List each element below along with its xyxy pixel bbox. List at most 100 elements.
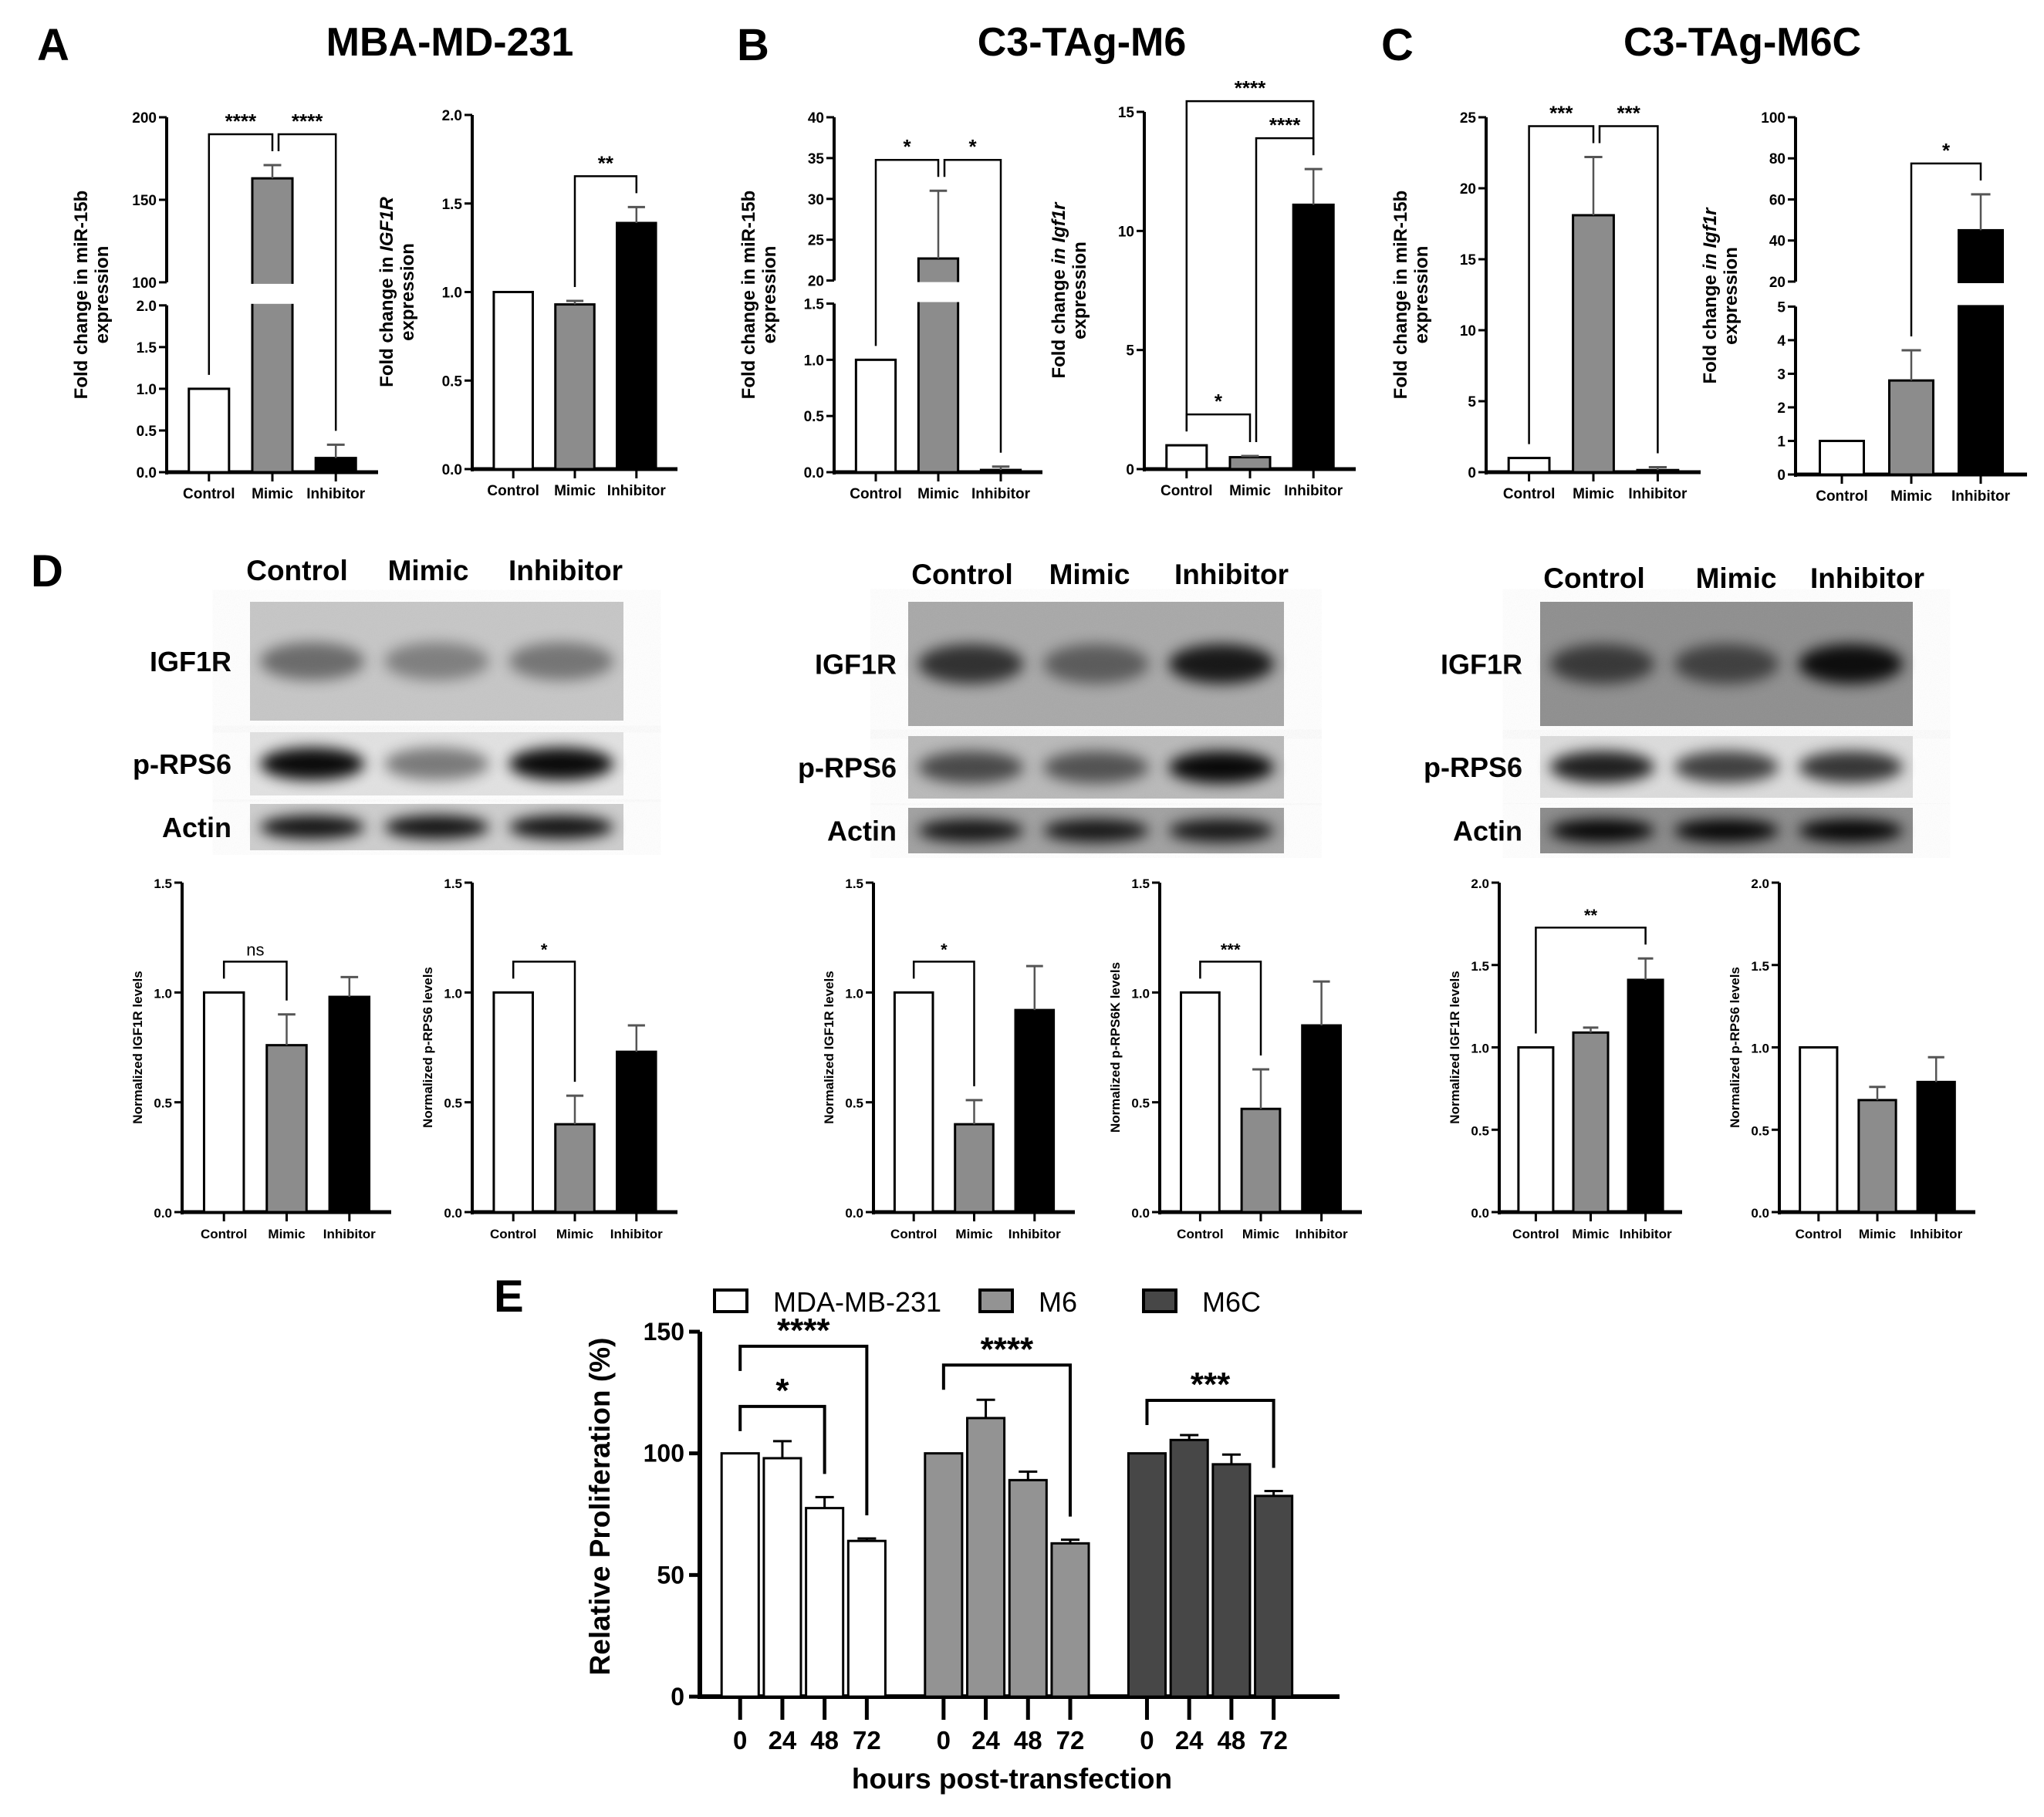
bar xyxy=(1254,1494,1294,1698)
y-axis-label-part: expression xyxy=(1721,247,1742,345)
blot-band xyxy=(1168,643,1275,684)
y-tick-label: 2.0 xyxy=(442,108,462,124)
y-tick-label: 20 xyxy=(1769,275,1786,291)
bar xyxy=(1888,379,1934,476)
significance-label: * xyxy=(1215,390,1223,413)
significance-label: **** xyxy=(225,110,257,133)
y-axis-label-part: Normalized p-RPS6K levels xyxy=(1108,962,1123,1133)
y-tick-label: 0.5 xyxy=(1471,1123,1489,1138)
bar xyxy=(1799,1046,1839,1214)
y-tick-label: 1.0 xyxy=(1751,1042,1769,1056)
y-tick-label: 10 xyxy=(1460,323,1476,339)
legend-swatch xyxy=(978,1288,1014,1313)
lane-label: Control xyxy=(246,555,348,586)
y-tick-label: 5 xyxy=(1126,343,1134,360)
y-tick-label: 5 xyxy=(1777,299,1786,316)
bar xyxy=(492,991,534,1214)
y-axis-label-part: expression xyxy=(1411,246,1432,344)
y-tick-label: 1.5 xyxy=(1471,959,1489,974)
y-tick-label: 0.5 xyxy=(137,424,157,440)
significance-bracket xyxy=(1528,125,1595,444)
y-tick-label: 1.5 xyxy=(1131,876,1150,891)
y-axis-label: expression xyxy=(1069,241,1090,339)
y-tick-label: 1.5 xyxy=(804,297,825,313)
x-category-label: Inhibitor xyxy=(1008,1227,1061,1241)
x-tick-label: 48 xyxy=(810,1726,839,1755)
x-category-label: Inhibitor xyxy=(1910,1227,1962,1241)
y-tick-label: 150 xyxy=(132,193,157,209)
y-tick-label: 20 xyxy=(1460,181,1476,198)
y-tick-label: 0.0 xyxy=(154,1206,172,1221)
bar xyxy=(924,1452,964,1698)
y-axis-label-part: Normalized IGF1R levels xyxy=(1448,971,1462,1123)
bar xyxy=(1165,444,1208,471)
bar xyxy=(616,1050,657,1214)
y-axis-label-part: Normalized p-RPS6 levels xyxy=(1728,967,1742,1128)
significance-bracket xyxy=(208,133,274,375)
x-category-label: Mimic xyxy=(1859,1227,1896,1241)
blot-row-label: p-RPS6 xyxy=(133,748,231,780)
significance-label: **** xyxy=(981,1330,1034,1368)
panel-label-c: C xyxy=(1381,20,1414,70)
x-category-label: Inhibitor xyxy=(1951,488,2011,505)
y-axis-label: Normalized IGF1R levels xyxy=(822,971,836,1123)
y-axis-label: Normalized IGF1R levels xyxy=(1448,971,1462,1123)
x-tick-label: 0 xyxy=(937,1726,951,1755)
x-category-label: Control xyxy=(1161,483,1213,499)
x-tick-label: 24 xyxy=(971,1726,1000,1755)
bar xyxy=(1050,1542,1090,1698)
x-category-label: Control xyxy=(201,1227,247,1241)
bar xyxy=(1958,228,2004,476)
bar xyxy=(554,1123,596,1214)
lane-label: Control xyxy=(911,559,1013,590)
x-category-label: Inhibitor xyxy=(323,1227,376,1241)
blot-group: Control Mimic Inhibitor IGF1R p-RPS6 Actin xyxy=(1424,562,1924,853)
x-category-label: Inhibitor xyxy=(1284,483,1343,499)
y-tick-label: 40 xyxy=(808,110,824,127)
y-axis-label-part: expression xyxy=(1069,241,1090,339)
bar xyxy=(188,387,231,474)
axis-break-gap xyxy=(836,282,1045,302)
chart-d-10: 0.0 0.5 1.0 1.5 2.0 Control Mimic Inhibitor ** No… xyxy=(1448,876,1682,1241)
significance-label: **** xyxy=(1235,76,1266,100)
y-tick-label: 0 xyxy=(1777,468,1786,484)
lane-label: Mimic xyxy=(1049,559,1130,590)
y-tick-label: 30 xyxy=(808,192,824,208)
y-tick-label: 1.5 xyxy=(1751,959,1769,974)
y-axis-label-part: expression xyxy=(759,246,780,344)
y-tick-label: 1.0 xyxy=(154,986,172,1001)
y-tick-label: 1.5 xyxy=(154,876,172,891)
blot-band xyxy=(1043,819,1149,843)
y-axis-label: Normalized p-RPS6K levels xyxy=(1108,962,1123,1133)
x-category-label: Control xyxy=(890,1227,937,1241)
y-axis-label-part: Normalized IGF1R levels xyxy=(130,971,145,1123)
x-tick-label: 72 xyxy=(853,1726,881,1755)
significance-bracket xyxy=(1535,926,1647,1034)
y-tick-label: 5 xyxy=(1468,394,1476,410)
significance-label: ** xyxy=(598,151,614,174)
significance-label: *** xyxy=(1221,940,1241,959)
significance-bracket xyxy=(941,1363,1072,1517)
x-category-label: Control xyxy=(490,1227,536,1241)
x-category-label: Control xyxy=(183,486,235,502)
bar xyxy=(1819,439,1865,476)
blot-row-label: IGF1R xyxy=(150,646,231,677)
y-tick-label: 0.5 xyxy=(444,1096,462,1111)
blot-band xyxy=(1674,751,1779,783)
panel-label-d: D xyxy=(31,546,63,596)
blot-band xyxy=(1549,819,1655,843)
y-axis-label: Fold change in Igf1r xyxy=(1700,207,1721,384)
blot-band xyxy=(1168,819,1275,843)
blot-band xyxy=(508,815,614,839)
blot-row-label: Actin xyxy=(162,812,231,843)
chart-d-9: 0.0 0.5 1.0 1.5 Control Mimic Inhibitor *** Norm… xyxy=(1108,876,1362,1241)
y-axis-label-part: Fold change xyxy=(1049,265,1069,379)
blot-group: Control Mimic Inhibitor IGF1R p-RPS6 Actin xyxy=(798,559,1289,853)
blot-band xyxy=(917,643,1024,684)
x-axis-label: hours post-transfection xyxy=(852,1763,1172,1795)
y-tick-label: 100 xyxy=(1761,110,1786,127)
bar xyxy=(1127,1452,1167,1698)
bar xyxy=(1008,1478,1048,1698)
y-tick-label: 100 xyxy=(132,275,157,292)
chart-a-1: 0.0 0.5 1.0 1.5 2.0 Control Mimic Inhibitor ** Fo… xyxy=(377,108,677,499)
